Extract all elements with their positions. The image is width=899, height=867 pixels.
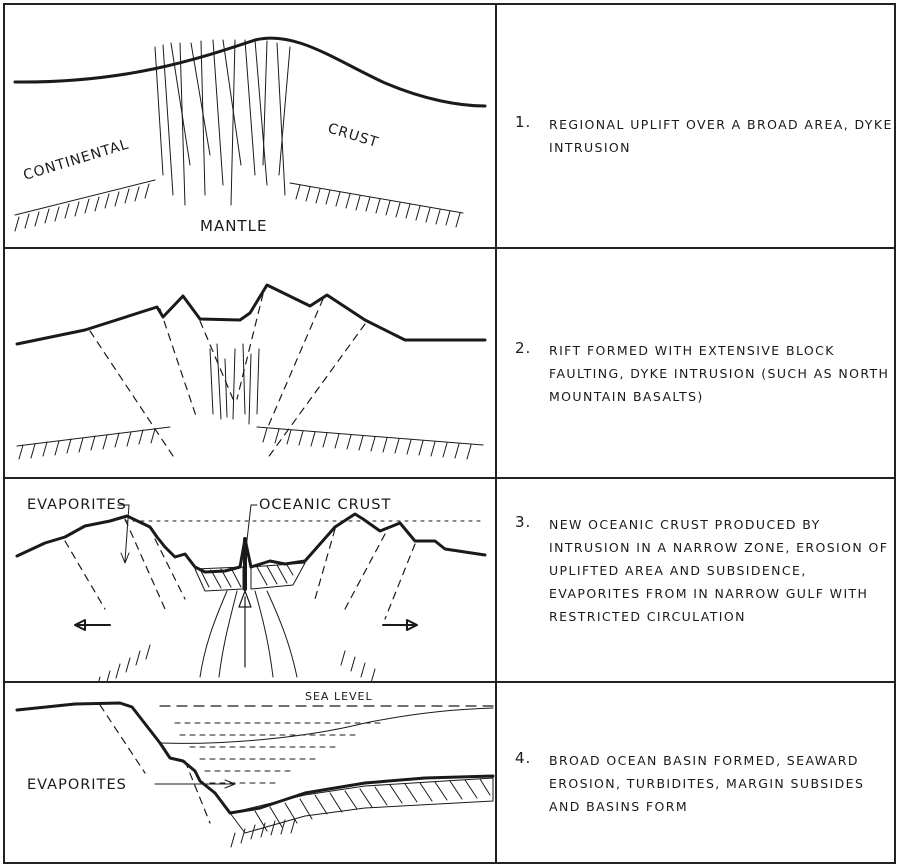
left-margin-surface — [15, 514, 247, 574]
row-divider-1 — [5, 247, 894, 249]
spreading-arrow-left — [74, 619, 111, 631]
caption-4-number: 4. — [515, 749, 532, 767]
oceanic-crust-hatch — [229, 777, 494, 834]
uplift-surface — [13, 36, 487, 108]
mantle-label: MANTLE — [200, 217, 267, 235]
oceanic-crust-leader — [245, 504, 258, 550]
upwelling-arrow — [238, 590, 252, 668]
moho-hatching — [230, 818, 296, 848]
sediment-dashes — [174, 722, 386, 784]
caption-4-text: Broad ocean basin formed, seaward erosio… — [549, 753, 865, 814]
moho-hatching — [98, 644, 376, 681]
margin-surface — [15, 701, 495, 815]
figure-frame: CONTINENTAL CRUST MANTLE — [3, 3, 896, 864]
crust-label: CRUST — [326, 121, 381, 152]
evaporites-label: EVAPORITES — [27, 777, 127, 793]
moho-hatching — [14, 183, 461, 232]
fault-lines — [99, 704, 211, 824]
turbidite-wedge — [159, 707, 494, 744]
rifted-surface — [15, 283, 487, 346]
spreading-arrow-right — [382, 619, 418, 631]
evaporites-label: EVAPORITES — [27, 497, 127, 513]
sea-level-label: SEA LEVEL — [305, 690, 373, 703]
row-divider-2 — [5, 477, 894, 479]
caption-1-number: 1. — [515, 113, 532, 131]
caption-3-text: New oceanic crust produced by intrusion … — [549, 517, 889, 624]
fault-lines — [89, 293, 366, 460]
caption-3-number: 3. — [515, 513, 532, 531]
panel-1-diagram: CONTINENTAL CRUST MANTLE — [13, 36, 487, 235]
panel-3-diagram: EVAPORITES OCEANIC CRUST — [15, 497, 487, 681]
evaporites-leader — [154, 779, 236, 789]
panel-4-diagram: SEA LEVEL EVAPORITES — [15, 690, 495, 848]
row-divider-3 — [5, 681, 894, 683]
evaporites-leader — [117, 504, 130, 564]
right-margin-surface — [243, 512, 487, 569]
panel-2-diagram — [15, 283, 487, 460]
dyke-swarm — [154, 39, 291, 206]
continental-label: CONTINENTAL — [21, 136, 130, 183]
moho-hatching — [18, 427, 472, 460]
column-divider — [495, 5, 497, 862]
caption-1-text: Regional uplift over a broad area, dyke … — [549, 117, 893, 155]
caption-2-number: 2. — [515, 339, 532, 357]
upwelling-lines — [199, 590, 298, 678]
fault-lines — [64, 518, 416, 620]
dykes — [209, 343, 260, 425]
oceanic-crust-label: OCEANIC CRUST — [259, 497, 391, 513]
caption-2-text: Rift formed with extensive block faultin… — [549, 343, 890, 404]
